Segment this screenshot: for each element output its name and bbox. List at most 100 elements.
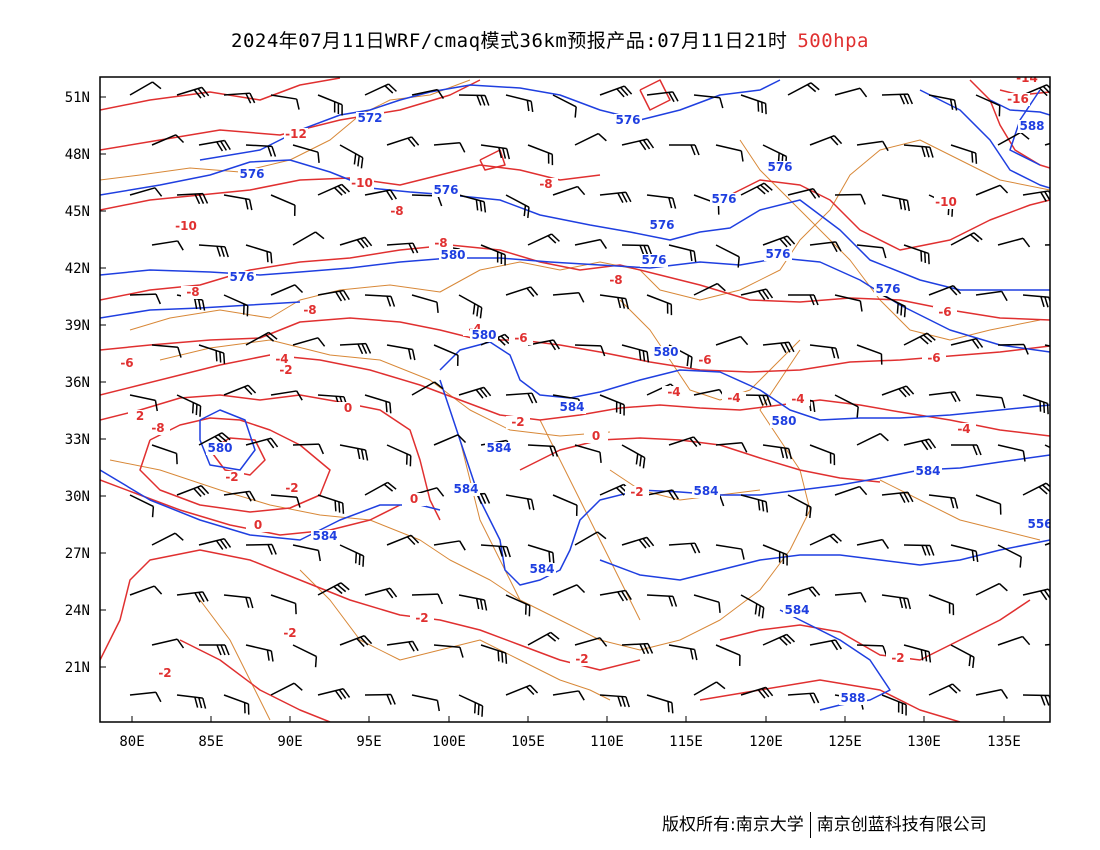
temperature-label-bg	[270, 353, 294, 366]
wind-barb	[762, 444, 793, 460]
wind-barb	[834, 193, 866, 205]
temperature-label: -2	[415, 611, 428, 625]
wind-barb	[599, 589, 632, 602]
wind-barb	[129, 81, 162, 96]
wind-barb	[176, 591, 209, 603]
wind-barb	[552, 94, 577, 118]
temperature-label-bg	[662, 386, 686, 399]
wind-barb	[740, 182, 773, 196]
lon-label: 125E	[828, 734, 862, 750]
wind-barb	[762, 341, 795, 353]
wind-barb	[646, 294, 673, 316]
wind-barb	[881, 491, 914, 503]
temperature-label-bg	[278, 627, 302, 640]
wind-barb	[997, 544, 1022, 568]
wind-barb	[997, 635, 1031, 646]
temperature-contour	[139, 417, 331, 513]
temperature-label-bg	[922, 352, 946, 365]
temperature-label-bg	[385, 205, 409, 218]
wind-barb	[339, 342, 372, 355]
wind-barb	[856, 140, 889, 152]
wind-barb	[740, 288, 774, 301]
wind-barb	[809, 241, 842, 253]
wind-barb	[715, 335, 749, 346]
height-label-bg	[1026, 518, 1050, 531]
wind-barb	[809, 444, 836, 466]
boundary-line	[159, 339, 611, 437]
temperature-label: -2	[279, 363, 292, 377]
wind-barb	[527, 444, 559, 457]
lat-label: 45N	[65, 204, 90, 220]
wind-barb	[364, 587, 398, 599]
temperature-label-bg	[181, 286, 205, 299]
wind-barb	[433, 644, 464, 658]
height-label-layer: 572 576 576 576 576 576 576 576 576 576 576 580 580 5…	[206, 111, 1050, 705]
wind-barb	[527, 544, 555, 564]
lon-label: 95E	[356, 734, 381, 750]
temperature-label-layer: -12-10-10-8-8-8-8-8-8-6-6-6-6-6-4-4-4-4-…	[115, 77, 1039, 680]
wind-barb	[458, 194, 487, 213]
wind-barb	[292, 144, 320, 163]
wind-barb	[198, 244, 229, 258]
wind-barb	[129, 691, 162, 703]
temperature-label: -10	[351, 176, 373, 190]
temperature-label-bg	[153, 667, 177, 680]
wind-barb	[646, 489, 679, 501]
height-label-bg	[558, 401, 586, 414]
height-label-bg	[614, 114, 642, 127]
wind-barb	[527, 144, 554, 166]
temperature-label-bg	[625, 486, 649, 499]
height-label-bg	[470, 329, 498, 342]
wind-barb	[386, 242, 419, 254]
wind-barb	[317, 94, 343, 116]
lon-label: 85E	[198, 734, 223, 750]
height-label-bg	[914, 465, 942, 478]
wind-barb	[903, 644, 932, 663]
wind-barb	[245, 543, 277, 555]
wind-barb	[129, 585, 163, 596]
lon-label: 130E	[907, 734, 941, 750]
temperature-label-bg	[604, 274, 628, 287]
wind-barb	[669, 144, 700, 156]
height-contour	[100, 159, 1050, 291]
wind-barb	[740, 494, 769, 513]
temperature-label-bg	[298, 304, 322, 317]
height-label: 576	[649, 218, 674, 232]
wind-barb	[693, 282, 726, 296]
wind-barb	[950, 337, 984, 349]
wind-barb	[176, 394, 202, 417]
height-label: 576	[641, 253, 666, 267]
temperature-label-bg	[886, 652, 910, 665]
wind-barb	[151, 240, 184, 251]
wind-barb	[646, 694, 674, 714]
temperature-contour	[100, 317, 1050, 373]
temperature-contour-layer	[100, 77, 1050, 722]
lat-label: 39N	[65, 318, 90, 334]
wind-barb	[762, 633, 795, 646]
wind-barb	[788, 294, 819, 306]
wind-barb	[809, 639, 842, 651]
temperature-label-bg	[174, 220, 198, 233]
wind-barb	[715, 441, 748, 453]
wind-barb	[668, 644, 698, 661]
temperature-label-bg	[1015, 77, 1039, 85]
temperature-label-bg	[506, 416, 530, 429]
wind-barb	[856, 244, 887, 259]
wind-barb	[809, 533, 842, 546]
wind-barb	[245, 644, 274, 662]
wind-barb	[881, 594, 912, 610]
wind-barb	[1044, 137, 1050, 146]
temperature-label-bg	[693, 354, 717, 367]
wind-barb	[881, 194, 911, 212]
company-text: 南京创蓝科技有限公司	[816, 815, 987, 835]
lat-label: 27N	[65, 546, 90, 562]
lon-label: 120E	[749, 734, 783, 750]
wind-barb	[621, 642, 654, 655]
height-label: 580	[440, 248, 465, 262]
wind-barb	[198, 344, 226, 364]
wind-barb	[668, 244, 697, 263]
wind-barb	[599, 394, 625, 416]
wind-barb	[574, 531, 607, 546]
wind-barb	[245, 437, 279, 449]
wind-barb	[621, 536, 655, 549]
